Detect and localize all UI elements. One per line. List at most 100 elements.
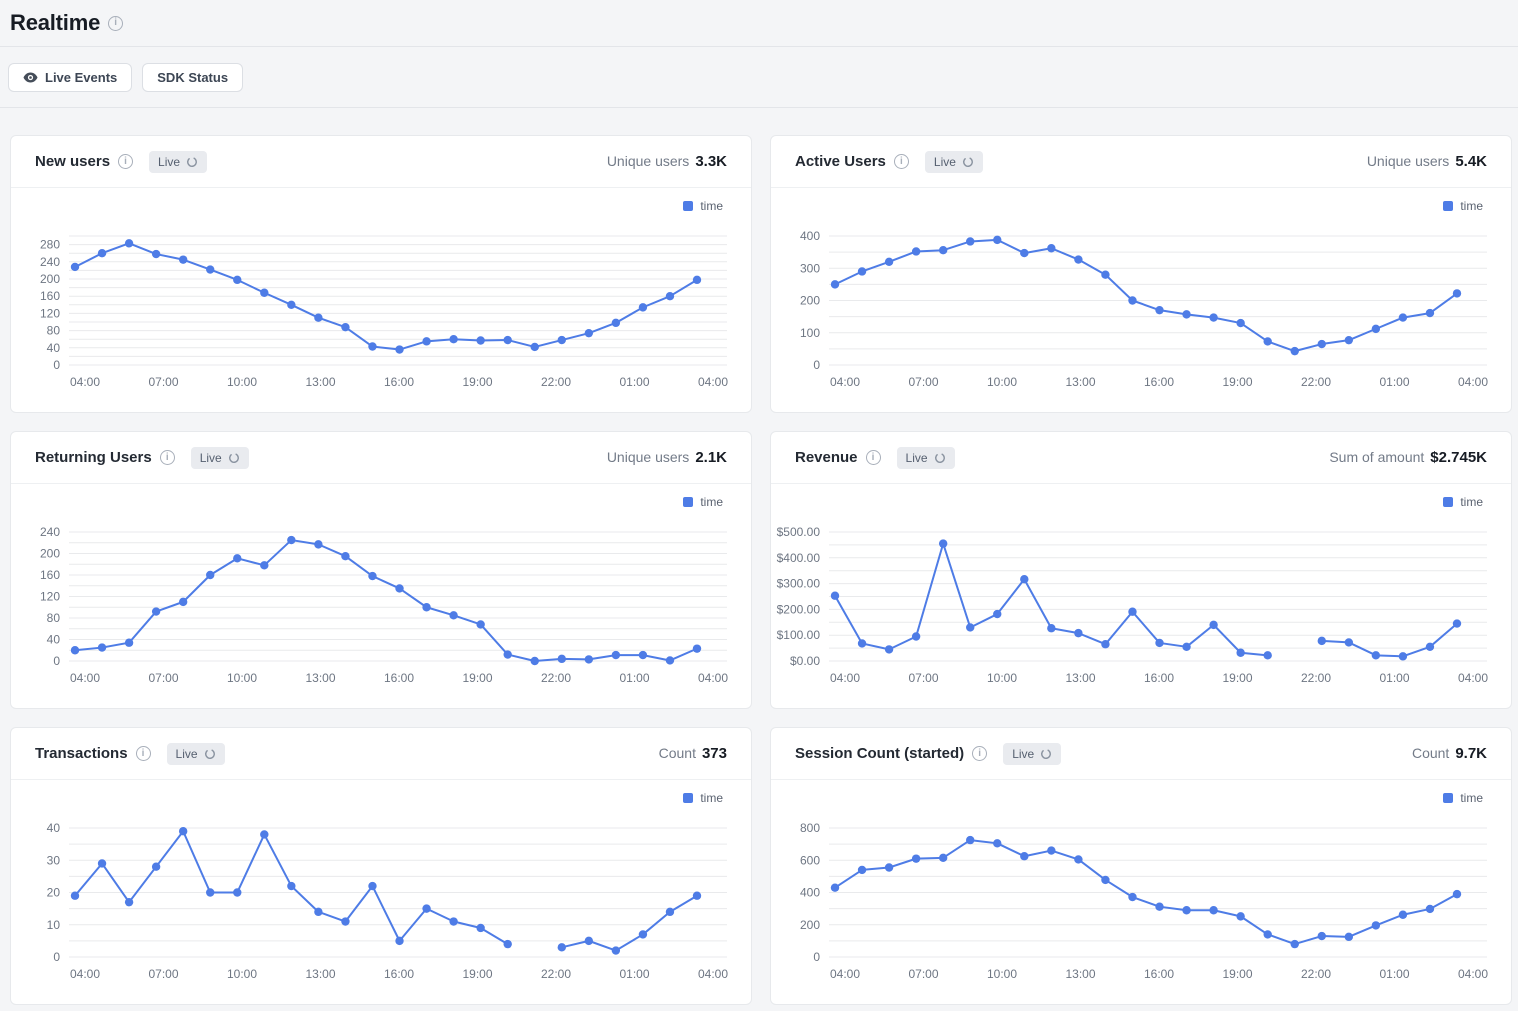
svg-text:01:00: 01:00: [619, 671, 649, 685]
line-chart[interactable]: 0 40 80 120 160 200 240 280 04:00 07:00 10:00 13:00…: [11, 216, 751, 412]
svg-text:01:00: 01:00: [1379, 375, 1409, 389]
info-icon[interactable]: i: [865, 450, 881, 465]
svg-text:01:00: 01:00: [1379, 671, 1409, 685]
line-chart[interactable]: 0 100 200 300 400 04:00 07:00 10:00 13:00 16:00 19…: [771, 216, 1511, 412]
svg-text:200: 200: [800, 294, 820, 308]
info-icon[interactable]: i: [893, 154, 909, 169]
legend-item[interactable]: time: [11, 484, 751, 512]
live-badge[interactable]: Live: [924, 150, 983, 173]
live-badge[interactable]: Live: [1003, 742, 1062, 765]
svg-text:0: 0: [53, 358, 60, 372]
live-events-button[interactable]: Live Events: [8, 62, 133, 92]
svg-text:120: 120: [40, 306, 60, 320]
sdk-status-button[interactable]: SDK Status: [142, 62, 244, 92]
chart-title: New users: [35, 153, 111, 170]
svg-text:80: 80: [47, 324, 61, 338]
stat-label: Unique users: [1366, 153, 1450, 169]
svg-text:0: 0: [813, 358, 820, 372]
svg-text:04:00: 04:00: [1458, 967, 1488, 981]
chart-title: Transactions: [35, 745, 128, 762]
svg-text:04:00: 04:00: [698, 967, 728, 981]
chart-card-body: time 0 100 200 300 400 04:00 07:00 10:00 13:00 16…: [771, 188, 1511, 412]
chart-card-body: time 0 40 80 120 160 200 240 04:00 07:00 10:00 13:…: [11, 484, 751, 708]
legend-label: time: [1460, 495, 1483, 509]
svg-text:10:00: 10:00: [227, 671, 257, 685]
svg-text:400: 400: [800, 886, 820, 900]
legend-swatch: [1443, 497, 1454, 507]
legend-label: time: [700, 495, 723, 509]
svg-text:16:00: 16:00: [1144, 671, 1174, 685]
svg-text:280: 280: [40, 238, 60, 252]
chart-title: Revenue: [795, 449, 858, 466]
svg-text:40: 40: [47, 341, 61, 355]
svg-text:10:00: 10:00: [987, 967, 1017, 981]
legend-item[interactable]: time: [11, 780, 751, 808]
refresh-spinner-icon: [962, 156, 973, 167]
info-icon[interactable]: i: [118, 154, 134, 169]
cards-grid: New users i Live Unique users 3.3K time …: [10, 135, 1512, 1005]
legend-item[interactable]: time: [771, 780, 1511, 808]
svg-text:0: 0: [53, 654, 60, 668]
live-badge-label: Live: [158, 154, 181, 169]
svg-text:13:00: 13:00: [305, 671, 335, 685]
stat-label: Unique users: [606, 449, 690, 465]
svg-text:07:00: 07:00: [908, 375, 938, 389]
line-chart[interactable]: 0 10 20 30 40 04:00 07:00 10:00 13:00 16:00 19:00 2…: [11, 808, 751, 1004]
page-title: Realtime: [10, 10, 101, 35]
legend-label: time: [1460, 199, 1483, 213]
legend-item[interactable]: time: [771, 484, 1511, 512]
line-chart[interactable]: $0.00 $100.00 $200.00 $300.00 $400.00 $500.00…: [771, 512, 1511, 708]
chart-title: Active Users: [795, 153, 886, 170]
svg-text:$100.00: $100.00: [777, 628, 821, 642]
svg-text:10:00: 10:00: [227, 375, 257, 389]
line-chart[interactable]: 0 200 400 600 800 04:00 07:00 10:00 13:00 16:00 19…: [771, 808, 1511, 1004]
svg-text:16:00: 16:00: [384, 375, 414, 389]
stat-label: Count: [658, 745, 696, 761]
svg-text:07:00: 07:00: [908, 671, 938, 685]
svg-text:13:00: 13:00: [305, 967, 335, 981]
refresh-spinner-icon: [1041, 748, 1052, 759]
info-icon[interactable]: i: [135, 746, 151, 761]
line-chart[interactable]: 0 40 80 120 160 200 240 04:00 07:00 10:00 13:00 16:…: [11, 512, 751, 708]
refresh-spinner-icon: [187, 156, 198, 167]
svg-text:22:00: 22:00: [541, 967, 571, 981]
svg-text:19:00: 19:00: [1222, 967, 1252, 981]
live-badge-label: Live: [1012, 746, 1035, 761]
chart-card-header: Session Count (started) i Live Count 9.7…: [771, 728, 1511, 780]
svg-text:800: 800: [800, 821, 820, 835]
live-badge[interactable]: Live: [190, 446, 249, 469]
chart-card-body: time 0 40 80 120 160 200 240 280 04:00 07:00 10:00…: [11, 188, 751, 412]
svg-text:$200.00: $200.00: [777, 602, 821, 616]
svg-text:160: 160: [40, 289, 60, 303]
live-badge-label: Live: [175, 746, 198, 761]
stat-value: 373: [701, 745, 727, 762]
svg-text:04:00: 04:00: [698, 671, 728, 685]
legend-swatch: [1443, 201, 1454, 211]
chart-card-body: time 0 200 400 600 800 04:00 07:00 10:00 13:00 16…: [771, 780, 1511, 1004]
svg-text:120: 120: [40, 590, 60, 604]
live-badge[interactable]: Live: [149, 150, 208, 173]
live-badge[interactable]: Live: [166, 742, 225, 765]
live-badge[interactable]: Live: [896, 446, 955, 469]
legend-swatch: [683, 793, 694, 803]
refresh-spinner-icon: [228, 452, 239, 463]
refresh-spinner-icon: [934, 452, 945, 463]
stat-value: 5.4K: [1455, 153, 1487, 170]
live-badge-label: Live: [933, 154, 956, 169]
legend-item[interactable]: time: [771, 188, 1511, 216]
chart-card: Transactions i Live Count 373 time 0 10 20…: [10, 727, 752, 1005]
svg-text:200: 200: [40, 547, 60, 561]
info-icon[interactable]: i: [108, 15, 124, 31]
svg-text:$400.00: $400.00: [777, 551, 821, 565]
svg-text:19:00: 19:00: [1222, 671, 1252, 685]
svg-text:$500.00: $500.00: [777, 525, 821, 539]
chart-card: Revenue i Live Sum of amount $2.745K tim…: [770, 431, 1512, 709]
stat-label: Count: [1411, 745, 1450, 761]
stat-value: 2.1K: [695, 449, 727, 466]
chart-card-body: time $0.00 $100.00 $200.00 $300.00 $400.00 $5…: [771, 484, 1511, 708]
info-icon[interactable]: i: [159, 450, 175, 465]
svg-text:400: 400: [800, 229, 820, 243]
legend-item[interactable]: time: [11, 188, 751, 216]
info-icon[interactable]: i: [972, 746, 988, 761]
svg-text:01:00: 01:00: [1379, 967, 1409, 981]
